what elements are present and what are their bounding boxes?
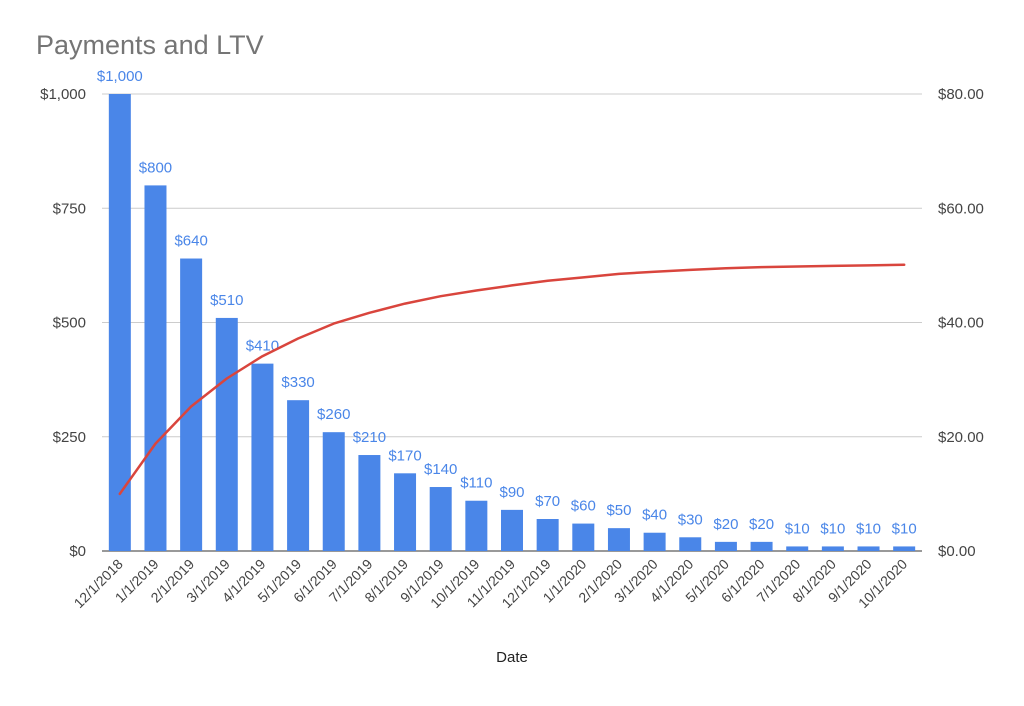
y-tick-label-right: $0.00: [938, 543, 976, 560]
bar: [857, 546, 880, 551]
y-tick-label-right: $20.00: [938, 429, 984, 446]
x-axis-title: Date: [496, 649, 528, 666]
bar: [108, 94, 131, 551]
bar: [821, 546, 844, 551]
bar-data-label: $260: [317, 406, 350, 423]
bar: [714, 541, 737, 551]
bar-data-label: $40: [642, 507, 667, 524]
bar: [786, 546, 809, 551]
y-tick-label-left: $1,000: [40, 86, 86, 103]
bar: [536, 519, 559, 551]
bar-data-label: $50: [606, 502, 631, 519]
y-tick-label-left: $750: [53, 200, 86, 217]
bar-data-label: $800: [139, 159, 172, 176]
bar-data-label: $170: [388, 447, 421, 464]
bar: [572, 523, 595, 551]
y-tick-label-right: $60.00: [938, 200, 984, 217]
bar-data-label: $10: [820, 520, 845, 537]
bar: [643, 532, 666, 551]
bar-data-label: $10: [785, 520, 810, 537]
bar: [322, 432, 345, 551]
bar: [750, 541, 773, 551]
bar-data-label: $210: [353, 429, 386, 446]
bar-data-label: $410: [246, 338, 279, 355]
bar-data-label: $640: [174, 233, 207, 250]
bar: [465, 500, 488, 551]
bar-data-label: $20: [713, 516, 738, 533]
bar: [607, 528, 630, 551]
bar-data-label: $110: [460, 475, 492, 492]
bar: [429, 487, 452, 551]
y-tick-label-left: $0: [69, 543, 86, 560]
y-tick-label-left: $500: [53, 315, 86, 332]
y-tick-label-right: $80.00: [938, 86, 984, 103]
bar-data-label: $330: [281, 374, 314, 391]
bar: [394, 473, 417, 551]
bar-data-label: $70: [535, 493, 560, 510]
bar-data-label: $90: [499, 484, 524, 501]
bar-data-label: $10: [892, 520, 917, 537]
chart-title: Payments and LTV: [36, 30, 264, 60]
bar: [679, 537, 702, 551]
bar-data-label: $60: [571, 498, 596, 515]
bar: [144, 185, 167, 551]
bar-data-label: $30: [678, 511, 703, 528]
bar-data-label: $10: [856, 520, 881, 537]
bar: [287, 400, 310, 551]
bar: [893, 546, 916, 551]
y-tick-label-left: $250: [53, 429, 86, 446]
bar: [501, 509, 523, 551]
bar-data-label: $1,000: [97, 68, 143, 85]
bar-data-label: $510: [210, 292, 243, 309]
bar: [358, 455, 381, 551]
bar-data-label: $140: [424, 461, 457, 478]
bar: [215, 317, 238, 551]
x-tick-label: 12/1/2018: [71, 556, 127, 612]
bar: [180, 258, 203, 551]
bar-data-label: $20: [749, 516, 774, 533]
y-tick-label-right: $40.00: [938, 315, 984, 332]
ltv-line: [118, 263, 906, 496]
bar: [251, 363, 274, 551]
